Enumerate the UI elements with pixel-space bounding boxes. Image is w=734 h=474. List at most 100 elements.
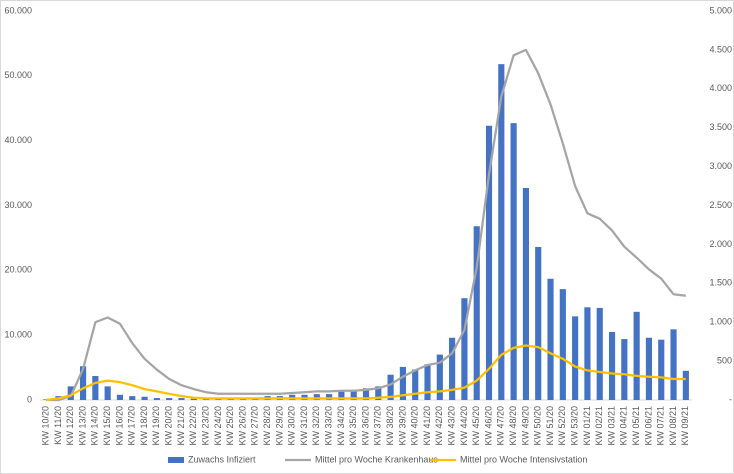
bar [129, 396, 136, 400]
bar [412, 369, 419, 400]
x-tick-label: KW 24/20 [213, 406, 223, 446]
x-tick-label: KW 29/20 [274, 406, 284, 446]
x-tick-label: KW 12/20 [65, 406, 75, 446]
y2-tick-label: 4.000 [709, 83, 732, 93]
x-tick-label: KW 05/21 [631, 406, 641, 446]
bar [326, 394, 333, 400]
x-tick-label: KW 36/20 [360, 406, 370, 446]
bar [79, 366, 87, 400]
bar [449, 337, 456, 400]
bar [510, 123, 517, 400]
x-tick-label: KW 47/20 [496, 406, 506, 446]
bar [633, 311, 640, 400]
bar [645, 337, 653, 400]
y2-tick-label: 4.500 [709, 44, 732, 54]
bar [313, 394, 320, 400]
x-tick-label: KW 14/20 [90, 406, 100, 446]
bar [547, 278, 554, 400]
x-tick-label: KW 21/20 [176, 406, 186, 446]
y2-tick-label: 3.000 [709, 161, 732, 171]
y-tick-label: 40.000 [4, 135, 32, 145]
x-tick-label: KW 25/20 [225, 406, 235, 446]
y2-tick-label: 1.500 [709, 278, 732, 288]
x-tick-label: KW 01/21 [582, 406, 592, 446]
y2-tick-label: - [729, 394, 732, 404]
y-tick-label: 30.000 [4, 200, 32, 210]
x-tick-label: KW 26/20 [237, 406, 247, 446]
legend-label: Zuwachs Infiziert [188, 454, 256, 464]
bar [178, 398, 185, 400]
bar [596, 307, 603, 400]
legend-swatch [168, 457, 184, 463]
bar [682, 370, 689, 400]
legend-label: Mittel pro Woche Krankenhaus [315, 454, 438, 464]
bar [572, 316, 579, 400]
y-tick-label: 10.000 [4, 330, 32, 340]
x-tick-label: KW 08/21 [668, 406, 678, 446]
bar [535, 246, 542, 400]
bar [350, 390, 357, 400]
y-tick-label: 0 [27, 394, 32, 404]
x-tick-label: KW 18/20 [139, 406, 149, 446]
bar [670, 329, 677, 400]
line [46, 48, 686, 402]
x-tick-label: KW 06/21 [643, 406, 653, 446]
bar [362, 388, 370, 400]
line [46, 344, 686, 402]
x-tick-label: KW 38/20 [385, 406, 395, 446]
x-tick-label: KW 03/21 [606, 406, 616, 446]
x-tick-label: KW 04/21 [619, 406, 629, 446]
bar [461, 298, 468, 400]
x-tick-label: KW 41/20 [422, 406, 432, 446]
bar [141, 396, 148, 400]
y-tick-label: 20.000 [4, 265, 32, 275]
x-tick-label: KW 40/20 [410, 406, 420, 446]
legend-label: Mittel pro Woche Intensivstation [460, 454, 587, 464]
x-tick-label: KW 22/20 [188, 406, 198, 446]
x-tick-label: KW 37/20 [373, 406, 383, 446]
bar [43, 399, 50, 400]
x-tick-label: KW 17/20 [127, 406, 137, 446]
y-tick-label: 60.000 [4, 5, 32, 15]
x-tick-label: KW 42/20 [434, 406, 444, 446]
bar [104, 386, 111, 400]
bar [473, 226, 480, 400]
bar [485, 125, 493, 400]
x-tick-label: KW 16/20 [114, 406, 124, 446]
x-tick-label: KW 10/20 [41, 406, 51, 446]
y2-tick-label: 2.000 [709, 239, 732, 249]
x-tick-label: KW 11/20 [53, 406, 63, 445]
bar [153, 398, 160, 400]
x-tick-label: KW 35/20 [348, 406, 358, 446]
y2-tick-label: 1.000 [709, 317, 732, 327]
x-tick-label: KW 13/20 [77, 406, 87, 446]
x-tick-label: KW 48/20 [508, 406, 518, 446]
x-tick-label: KW 09/21 [680, 406, 690, 446]
bar [399, 366, 406, 400]
x-tick-label: KW 46/20 [483, 406, 493, 446]
bar [621, 339, 628, 400]
bar [166, 398, 173, 400]
y2-tick-label: 5.000 [709, 5, 732, 15]
bar [658, 339, 665, 400]
x-tick-label: KW 33/20 [323, 406, 333, 446]
x-tick-label: KW 49/20 [520, 406, 530, 446]
bar [387, 374, 394, 400]
bar [522, 187, 529, 400]
bar [375, 386, 382, 400]
y2-tick-label: 500 [717, 355, 732, 365]
x-tick-label: KW 27/20 [250, 406, 260, 446]
x-tick-label: KW 31/20 [299, 406, 309, 446]
x-tick-label: KW 30/20 [287, 406, 297, 446]
bar [436, 354, 443, 400]
x-tick-label: KW 52/20 [557, 406, 567, 446]
bar [584, 307, 591, 400]
bar [338, 391, 345, 400]
x-tick-label: KW 44/20 [459, 406, 469, 446]
bar [92, 376, 99, 400]
y2-tick-label: 2.500 [709, 200, 732, 210]
y2-tick-label: 3.500 [709, 122, 732, 132]
x-tick-label: KW 07/21 [656, 406, 666, 446]
